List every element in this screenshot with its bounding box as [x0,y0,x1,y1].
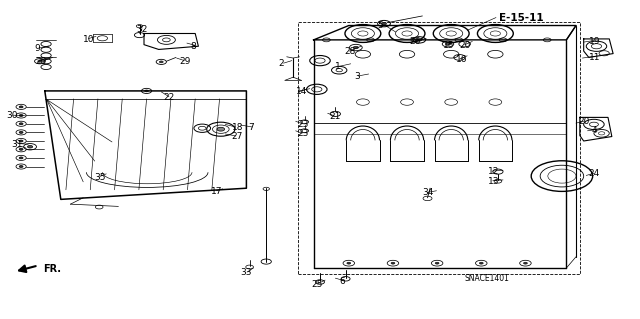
Circle shape [19,131,23,133]
Text: E-15-11: E-15-11 [499,12,544,23]
Circle shape [19,140,23,142]
Bar [298,22,580,274]
Circle shape [19,123,23,125]
Circle shape [391,262,395,264]
Text: SNACE1401: SNACE1401 [465,274,509,283]
Text: 12: 12 [488,167,499,176]
Circle shape [145,90,148,92]
Circle shape [217,127,225,131]
Text: 7: 7 [248,123,254,132]
Text: 31: 31 [12,140,23,149]
Circle shape [19,106,23,108]
Text: 2: 2 [278,59,284,68]
Text: 20: 20 [579,117,590,126]
Circle shape [381,22,387,25]
Text: 34: 34 [422,189,434,197]
Circle shape [524,262,527,264]
Text: 1: 1 [335,63,341,71]
Circle shape [445,43,451,45]
Text: 23: 23 [297,120,308,129]
Text: 13: 13 [488,177,499,186]
Text: 22: 22 [164,93,175,102]
Circle shape [417,39,422,41]
Text: FR.: FR. [44,263,61,274]
Text: 17: 17 [211,187,223,196]
Text: 21: 21 [329,112,340,121]
Text: 18: 18 [232,123,243,132]
Text: 35: 35 [95,173,106,182]
Text: 33: 33 [241,268,252,277]
Text: 16: 16 [456,56,467,64]
Circle shape [28,145,33,148]
Circle shape [347,262,351,264]
Circle shape [38,60,42,62]
Text: 23: 23 [297,130,308,138]
Text: 29: 29 [35,57,47,66]
Text: 27: 27 [232,132,243,141]
Text: 24: 24 [589,169,600,178]
Circle shape [353,46,358,49]
Circle shape [19,157,23,159]
Text: 28: 28 [344,47,356,56]
Text: 19: 19 [589,37,600,46]
Text: 6: 6 [339,277,345,286]
Text: 10: 10 [83,35,95,44]
Circle shape [479,262,483,264]
Text: 3: 3 [354,72,360,81]
Text: 30: 30 [6,111,18,120]
Text: 11: 11 [589,53,600,62]
Text: 26: 26 [410,37,421,46]
Text: 29: 29 [179,57,191,66]
Circle shape [435,262,439,264]
Text: 9: 9 [34,44,40,53]
Circle shape [19,166,23,167]
Text: 32: 32 [136,25,148,34]
Text: 25: 25 [311,280,323,289]
Text: 15: 15 [443,41,454,50]
Text: 14: 14 [296,87,307,96]
Text: 20: 20 [460,41,471,50]
Text: 4: 4 [591,126,597,135]
Circle shape [19,148,23,150]
Text: 8: 8 [191,42,196,51]
Circle shape [159,61,163,63]
Text: 5: 5 [378,21,383,30]
Circle shape [19,115,23,116]
